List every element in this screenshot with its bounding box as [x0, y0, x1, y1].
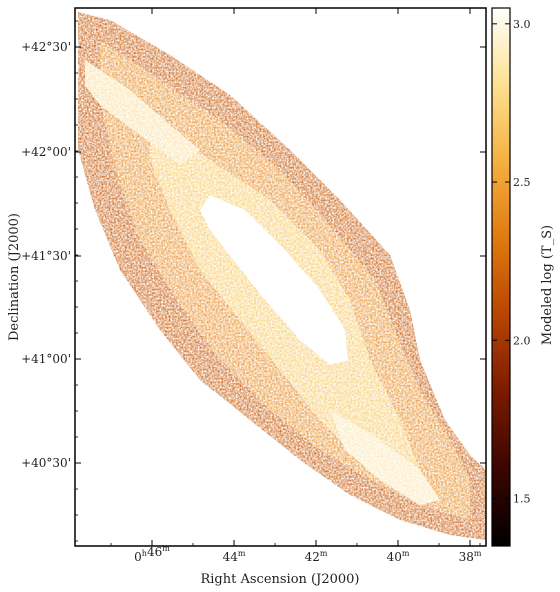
x-tick-label: 40m: [387, 549, 410, 564]
x-tick-label: 0h46m: [134, 544, 170, 564]
x-axis-label: Right Ascension (J2000): [200, 572, 359, 587]
galaxy-central-hole: [200, 195, 348, 365]
x-axis: 0h46m 44m 42m 40m 38m: [110, 8, 482, 564]
galaxy-bright-streak-lower: [330, 410, 440, 505]
y-tick-label: +42°00': [21, 145, 71, 159]
colorbar-scale: [491, 7, 511, 547]
y-tick-label: +41°30': [21, 249, 71, 263]
x-tick-label: 38m: [459, 549, 482, 564]
y-axis: +42°30' +42°00' +41°30' +41°00' +40°30': [21, 20, 486, 542]
x-tick-label: 44m: [223, 549, 246, 564]
colorbar-ticks: 3.0 2.5 2.0 1.5: [492, 18, 531, 506]
y-tick-label: +41°00': [21, 352, 71, 366]
heatmap-image: [78, 12, 486, 540]
colorbar-tick-label: 3.0: [513, 18, 531, 31]
plot-area: [74, 7, 487, 547]
colorbar: 3.0 2.5 2.0 1.5 Modeled log (T_S): [491, 7, 555, 547]
colorbar-label: Modeled log (T_S): [540, 225, 555, 345]
colorbar-tick-label: 2.0: [513, 334, 531, 347]
plot-frame: [74, 7, 487, 547]
x-tick-label: 42m: [305, 549, 328, 564]
galaxy-bright-streak-upper: [85, 60, 200, 165]
colorbar-tick-label: 2.5: [513, 176, 531, 189]
y-axis-label: Declination (J2000): [7, 213, 22, 341]
y-tick-label: +40°30': [21, 456, 71, 470]
colorbar-tick-label: 1.5: [513, 493, 531, 506]
y-tick-label: +42°30': [21, 40, 71, 54]
